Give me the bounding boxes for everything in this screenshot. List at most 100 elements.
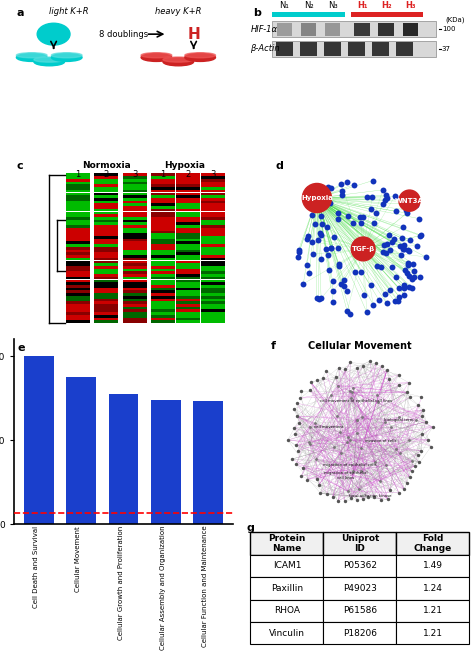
Point [367, 280, 374, 290]
Bar [325, 23, 340, 36]
Bar [122, 274, 146, 277]
Text: c: c [17, 161, 23, 171]
Point [400, 280, 408, 290]
Point [340, 281, 347, 292]
Bar [151, 260, 175, 263]
Bar [151, 263, 175, 266]
Bar [373, 42, 389, 56]
Point [395, 369, 402, 380]
Bar [94, 301, 118, 304]
Point [406, 281, 413, 292]
Bar [94, 198, 118, 201]
Point [297, 393, 304, 403]
Point [335, 260, 343, 271]
Point [343, 177, 350, 187]
Point [318, 229, 325, 240]
Bar [122, 296, 146, 299]
Point [386, 484, 394, 495]
Bar [277, 23, 292, 36]
Bar [122, 288, 146, 290]
Text: H₃: H₃ [405, 1, 415, 10]
Point [349, 217, 356, 228]
Point [404, 258, 412, 269]
Bar [176, 242, 200, 244]
Bar [151, 184, 175, 187]
Bar [94, 230, 118, 233]
Bar [109, 394, 138, 525]
Point [299, 462, 307, 473]
Bar [122, 242, 146, 244]
Bar [151, 253, 175, 255]
Text: 1: 1 [160, 170, 165, 179]
Bar [176, 318, 200, 320]
Bar [176, 187, 200, 189]
Bar [122, 279, 146, 282]
Bar [151, 269, 175, 271]
Point [336, 427, 344, 437]
Text: 2: 2 [185, 170, 191, 179]
Bar [94, 299, 118, 301]
Bar [65, 290, 90, 293]
Bar [65, 307, 90, 309]
Point [378, 495, 385, 505]
Point [383, 193, 391, 203]
Point [410, 272, 418, 283]
Bar [94, 217, 118, 219]
Point [415, 457, 422, 467]
Point [317, 488, 324, 499]
Point [418, 445, 425, 456]
Bar [94, 255, 118, 258]
Point [388, 422, 395, 433]
Point [366, 356, 374, 367]
Point [400, 243, 408, 254]
Bar [65, 217, 90, 219]
Text: invasion of cells: invasion of cells [365, 439, 397, 443]
Bar [65, 320, 90, 323]
Bar [151, 266, 175, 269]
Bar [122, 312, 146, 315]
Text: H: H [187, 27, 200, 42]
Bar [94, 312, 118, 315]
Bar [201, 233, 225, 236]
Point [350, 180, 358, 190]
Bar [122, 233, 146, 236]
Point [335, 214, 342, 224]
Text: a: a [17, 8, 24, 18]
Bar [65, 184, 90, 187]
Point [341, 495, 348, 506]
Point [381, 417, 388, 428]
Point [357, 466, 365, 477]
Text: Hypoxia: Hypoxia [164, 161, 205, 171]
Bar [65, 293, 90, 296]
Bar [65, 315, 90, 318]
Point [311, 202, 319, 213]
Bar [201, 225, 225, 228]
Point [383, 190, 390, 201]
Text: biological term: biological term [383, 417, 413, 422]
Point [337, 179, 345, 189]
Bar [94, 203, 118, 206]
Point [404, 245, 412, 255]
Point [323, 489, 331, 499]
Bar [122, 236, 146, 239]
Point [288, 454, 296, 464]
Point [410, 266, 418, 276]
Point [392, 272, 400, 283]
Text: e: e [18, 344, 25, 353]
Bar [151, 274, 175, 277]
Bar [151, 247, 175, 249]
Bar [122, 253, 146, 255]
Point [356, 212, 364, 222]
Point [409, 274, 416, 284]
Point [335, 363, 342, 373]
Bar [151, 214, 175, 217]
Point [360, 290, 368, 300]
Point [381, 289, 389, 299]
Point [344, 486, 352, 496]
Bar [65, 230, 90, 233]
Bar [122, 277, 146, 279]
Bar [65, 206, 90, 209]
Bar [94, 271, 118, 274]
Point [409, 258, 416, 269]
Point [292, 440, 300, 450]
